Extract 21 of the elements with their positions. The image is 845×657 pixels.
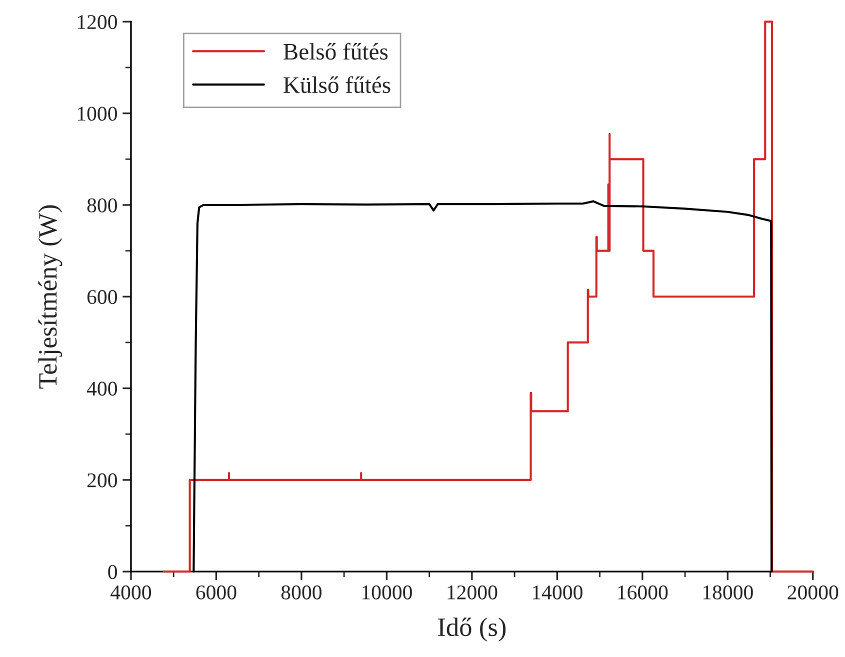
x-tick-label: 6000	[196, 585, 236, 600]
y-tick-label: 1200	[78, 15, 117, 30]
x-tick-label: 20000	[788, 585, 838, 600]
x-tick-label: 8000	[281, 585, 322, 600]
y-tick-label: 1000	[78, 106, 117, 121]
x-tick-label: 12000	[448, 585, 498, 600]
x-tick-label: 10000	[362, 585, 412, 600]
line-series	[162, 20, 814, 573]
y-tick-label: 800	[87, 198, 117, 212]
x-tick-label: 16000	[618, 585, 668, 600]
y-axis-title: Teljesítmény (W)	[38, 205, 62, 389]
x-tick-label: 4000	[110, 585, 152, 600]
legend-label: Belső fűtés	[284, 42, 388, 60]
x-tick-label: 18000	[703, 585, 753, 600]
y-tick-label: 0	[108, 564, 117, 580]
legend-label: Külső fűtés	[284, 76, 390, 94]
y-tick-label: 600	[87, 290, 117, 304]
y-tick-label: 400	[86, 382, 117, 396]
x-axis-title: Idő (s)	[438, 618, 506, 642]
x-tick-label: 14000	[532, 585, 582, 600]
y-tick-label: 200	[87, 473, 117, 488]
